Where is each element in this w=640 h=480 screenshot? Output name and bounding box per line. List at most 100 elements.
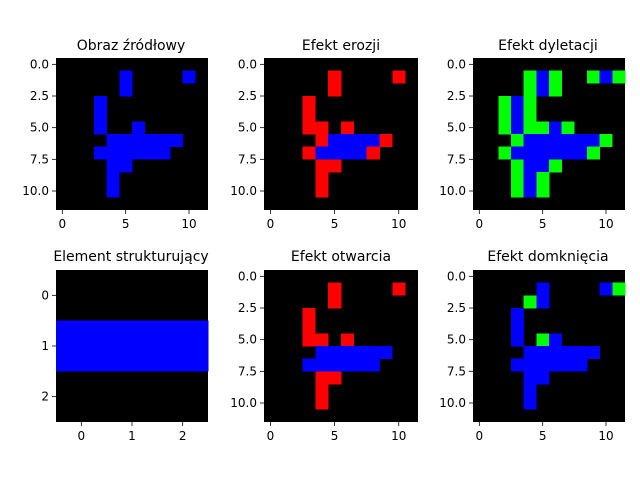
pixel-cell — [523, 146, 537, 160]
panel-structuring-element: Element strukturujący 0 1 2 0 1 2 — [41, 249, 208, 443]
y-tick-label: 0.0 — [30, 57, 49, 71]
pixel-cell — [315, 184, 329, 198]
pixel-cell — [523, 346, 537, 360]
pixel-cell — [315, 159, 329, 173]
pixel-cell — [132, 134, 146, 148]
pixel-cell — [144, 134, 158, 148]
y-tick-label: 7.5 — [238, 364, 257, 378]
pixel-cell — [561, 121, 575, 135]
pixel-cell — [328, 346, 342, 360]
pixel-cell — [587, 346, 601, 360]
pixel-cell — [498, 108, 512, 122]
pixel-cell — [574, 358, 588, 372]
x-tick-label: 5 — [331, 217, 339, 231]
y-tick-label: 2.5 — [447, 89, 466, 103]
pixel-cell — [511, 172, 525, 186]
pixel-cell — [119, 70, 133, 84]
pixel-cell — [328, 134, 342, 148]
x-tick-label: 0 — [267, 429, 275, 443]
pixel-cell — [302, 358, 316, 372]
pixel-cell — [170, 134, 184, 148]
pixel-cell — [536, 134, 550, 148]
pixel-cell — [315, 146, 329, 160]
pixel-cell — [132, 121, 146, 135]
pixel-cell — [56, 320, 108, 372]
pixel-cell — [392, 70, 406, 84]
y-tick-label: 10.0 — [439, 396, 466, 410]
pixel-cell — [341, 346, 355, 360]
pixel-cell — [587, 134, 601, 148]
pixel-cell — [536, 159, 550, 173]
pixel-cell — [536, 371, 550, 385]
y-tick-label: 7.5 — [447, 152, 466, 166]
y-tick-label: 2.5 — [238, 301, 257, 315]
pixel-cell — [328, 295, 342, 309]
y-tick-label: 0.0 — [238, 57, 257, 71]
pixel-cell — [106, 184, 120, 198]
pixel-cell — [549, 134, 563, 148]
pixel-cell — [302, 146, 316, 160]
y-tick-label: 7.5 — [30, 152, 49, 166]
pixel-cell — [119, 146, 133, 160]
pixel-cell — [536, 121, 550, 135]
pixel-cell — [511, 134, 525, 148]
x-tick-label: 0 — [267, 217, 275, 231]
pixel-cell — [302, 333, 316, 347]
panel-title: Efekt dyletacji — [498, 38, 598, 54]
y-tick-label: 10.0 — [439, 184, 466, 198]
pixel-cell — [561, 358, 575, 372]
y-tick-label: 5.0 — [30, 121, 49, 135]
pixel-cell — [536, 282, 550, 296]
pixel-cell — [328, 358, 342, 372]
pixel-cell — [302, 308, 316, 322]
pixel-cell — [302, 121, 316, 135]
pixel-cell — [523, 396, 537, 410]
pixel-cell — [549, 333, 563, 347]
x-tick-label: 1 — [128, 429, 136, 443]
y-tick-label: 0 — [41, 288, 49, 302]
pixel-cell — [511, 121, 525, 135]
x-tick-label: 2 — [179, 429, 187, 443]
pixel-cell — [366, 146, 380, 160]
pixel-cell — [302, 96, 316, 110]
pixel-cell — [523, 295, 537, 309]
pixel-cell — [315, 384, 329, 398]
pixel-cell — [498, 96, 512, 110]
y-tick-label: 0.0 — [447, 57, 466, 71]
pixel-cell — [302, 320, 316, 334]
pixel-cell — [119, 134, 133, 148]
y-tick-label: 10.0 — [22, 184, 49, 198]
pixel-cell — [511, 308, 525, 322]
y-tick-label: 5.0 — [238, 121, 257, 135]
pixel-cell — [315, 134, 329, 148]
y-tick-label: 5.0 — [447, 333, 466, 347]
pixel-cell — [549, 70, 563, 84]
pixel-cell — [106, 172, 120, 186]
pixel-cell — [612, 282, 626, 296]
pixel-cell — [315, 121, 329, 135]
pixel-cell — [106, 159, 120, 173]
pixel-cell — [599, 282, 613, 296]
pixel-cell — [144, 146, 158, 160]
pixel-cell — [315, 333, 329, 347]
pixel-cell — [94, 96, 108, 110]
x-tick-label: 0 — [59, 217, 67, 231]
pixel-cell — [536, 172, 550, 186]
pixel-cell — [549, 121, 563, 135]
pixel-cell — [366, 358, 380, 372]
y-tick-label: 2 — [41, 390, 49, 404]
panel-title: Efekt erozji — [302, 38, 380, 54]
pixel-cell — [106, 146, 120, 160]
pixel-cell — [94, 146, 108, 160]
pixel-cell — [315, 172, 329, 186]
pixel-cell — [587, 70, 601, 84]
pixel-cell — [511, 333, 525, 347]
pixel-cell — [511, 184, 525, 198]
pixel-cell — [328, 70, 342, 84]
pixel-cell — [366, 134, 380, 148]
pixel-cell — [498, 146, 512, 160]
pixel-cell — [498, 121, 512, 135]
pixel-cell — [341, 358, 355, 372]
panel-closing: Efekt domknięcia 0 5 10 0.0 2.5 5.0 7.5 10.0 — [439, 249, 626, 443]
pixel-cell — [536, 358, 550, 372]
